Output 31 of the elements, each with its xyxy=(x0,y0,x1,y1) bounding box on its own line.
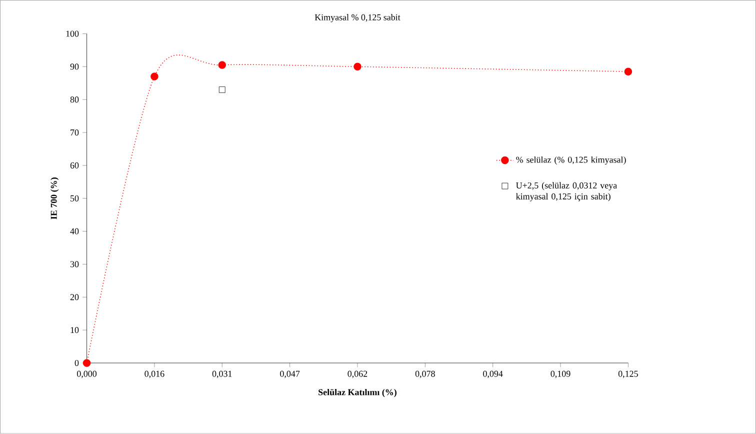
y-tick-label: 30 xyxy=(70,261,79,268)
point xyxy=(82,359,91,367)
y-tick-label: 100 xyxy=(66,30,79,37)
point xyxy=(218,86,226,94)
y-tick-label: 60 xyxy=(70,162,79,169)
point xyxy=(150,72,158,81)
y-tick-label: 80 xyxy=(70,96,79,103)
chart-title: Kimyasal % 0,125 sabit xyxy=(314,14,400,22)
x-tick-label: 0,078 xyxy=(415,370,435,378)
y-axis-title: IE 700 (%) xyxy=(50,178,59,220)
point xyxy=(218,61,226,70)
x-tick-label: 0,000 xyxy=(77,370,97,378)
y-tick-label: 90 xyxy=(70,64,79,70)
x-tick-label: 0,047 xyxy=(280,370,300,378)
x-tick-label: 0,109 xyxy=(550,370,570,378)
y-tick-label: 20 xyxy=(70,294,79,300)
point xyxy=(354,62,362,71)
legend-label: % selülaz (% 0,125 kimyasal) xyxy=(516,156,626,165)
x-tick-label: 0,062 xyxy=(348,370,368,378)
y-tick-label: 70 xyxy=(70,130,79,136)
x-tick-label: 0,031 xyxy=(212,370,232,378)
x-tick-label: 0,094 xyxy=(483,370,503,378)
x-tick-label: 0,125 xyxy=(618,370,638,378)
y-tick-label: 0 xyxy=(74,360,79,366)
x-tick-label: 0,016 xyxy=(144,370,164,378)
y-tick-label: 40 xyxy=(70,228,79,234)
point xyxy=(624,68,632,76)
x-axis-title: Selülaz Katılımı (%) xyxy=(318,389,396,398)
y-tick-label: 10 xyxy=(70,327,79,334)
legend-label: U+2,5 (selülaz 0,0312 veya kimyasal 0,125 için sabit) xyxy=(516,182,617,202)
y-tick-label: 50 xyxy=(70,195,79,202)
